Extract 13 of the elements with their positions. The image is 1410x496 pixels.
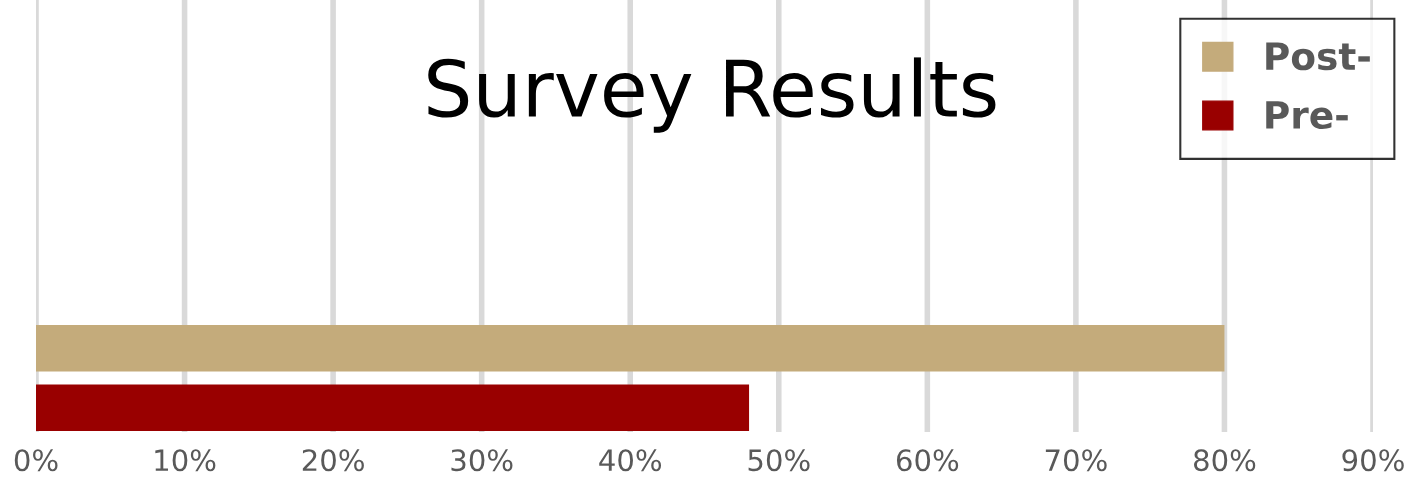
x-tick-label: 30% [451,449,513,472]
x-tick-label: 0% [14,449,58,472]
x-tick-label: 80% [1194,449,1256,472]
legend-label: Pre- [1266,101,1348,130]
x-tick-label: 70% [1045,449,1107,472]
x-tick-label: 50% [748,449,810,472]
x-tick-label: 40% [599,449,662,472]
legend-label: Post- [1266,42,1370,71]
x-tick-label: 20% [302,449,364,472]
x-tick-label: 90% [1342,449,1404,472]
text: Survey Results [428,57,996,133]
x-tick-label: 10% [155,449,216,472]
x-tick-label: 60% [896,449,959,472]
